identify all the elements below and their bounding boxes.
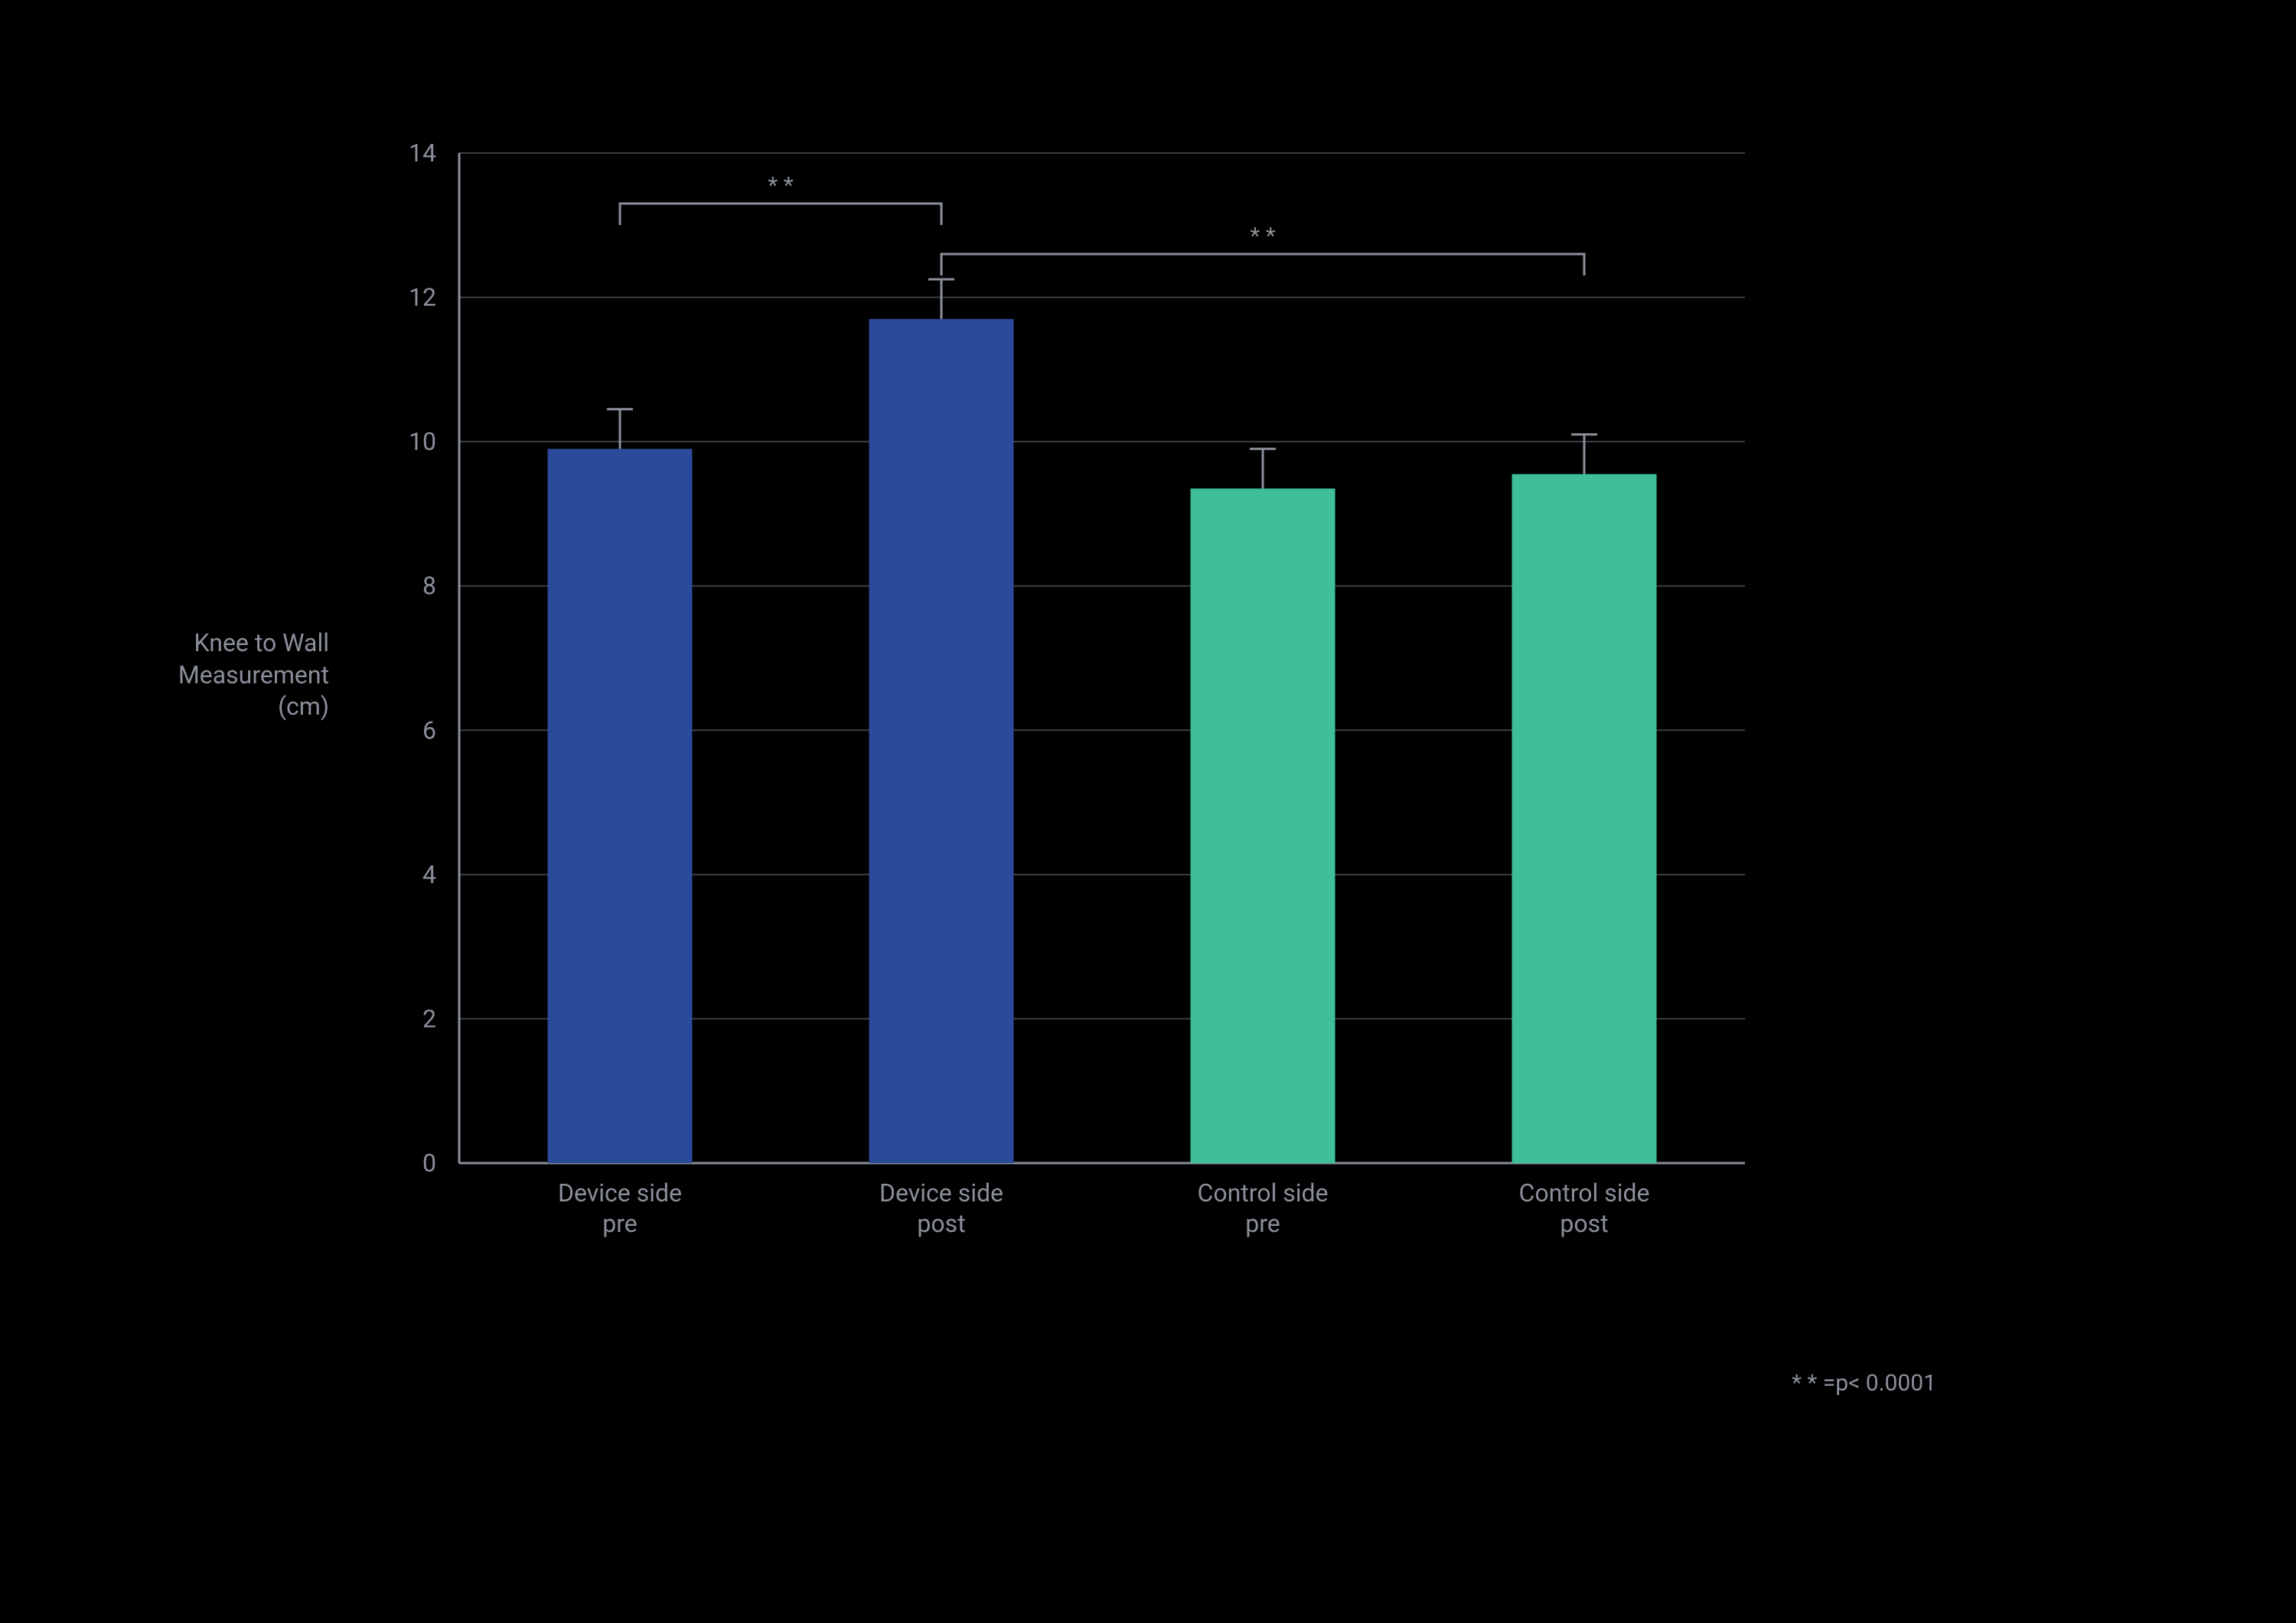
x-tick-label: Device sidepre [558,1178,682,1238]
y-axis-label: Knee to Wall Measurement (cm) [130,627,329,723]
y-tick-label: 8 [422,572,436,601]
y-tick-label: 14 [409,139,436,168]
bar [548,449,693,1163]
x-tick-label: Device sidepost [879,1178,1003,1238]
significance-footnote: * * =p< 0.0001 [1792,1370,1936,1396]
y-tick-label: 10 [409,427,436,456]
y-tick-label: 4 [422,860,436,889]
significance-bracket [941,254,1584,275]
y-tick-label: 12 [409,283,436,312]
x-tick-label: Control sidepre [1197,1178,1328,1238]
significance-label: * * [1250,223,1275,249]
bar [1191,488,1336,1163]
y-tick-label: 2 [422,1004,436,1033]
bar [869,319,1014,1163]
y-tick-label: 0 [422,1149,436,1178]
bar-chart: Knee to Wall Measurement (cm) 0 2 4 6 8 10 12 1… [0,0,2296,1623]
bar [1512,474,1657,1163]
significance-bracket [620,204,941,225]
chart-svg: 0 2 4 6 8 10 12 14 Device sidepre Device sidepost… [0,0,2296,1623]
significance-label: * * [768,172,793,199]
y-tick-label: 6 [422,715,436,745]
x-tick-label: Control sidepost [1518,1178,1649,1238]
